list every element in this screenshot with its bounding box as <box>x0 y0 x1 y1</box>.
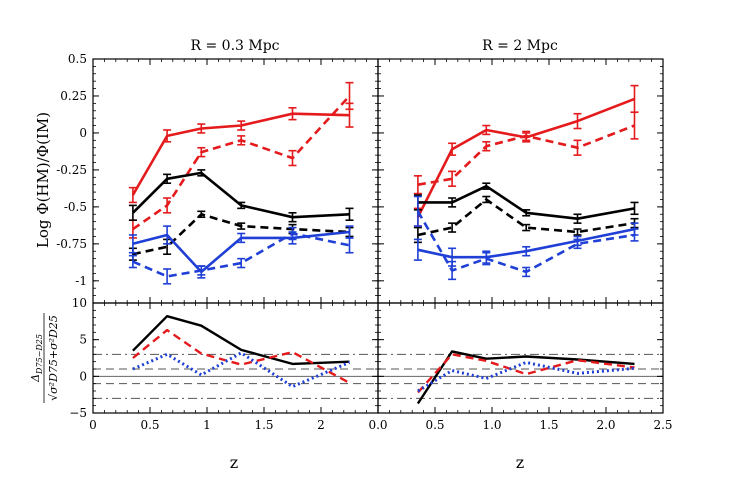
bottom-y-tick-label: 0 <box>79 369 87 383</box>
top-y-axis-label: Log Φ(HM)/Φ(IM) <box>34 112 52 248</box>
series-line-2 <box>132 95 351 231</box>
x-axis-label-left: z <box>230 453 238 472</box>
significance-line-2 <box>417 353 635 394</box>
series-line-5 <box>417 227 635 259</box>
bottom-ylabel-numerator: ΔD75−D25 <box>29 334 44 383</box>
bottom-ylabel-denominator: √σ²D75+σ²D25 <box>47 315 60 401</box>
x-tick-label-panel-1: 1.5 <box>254 418 273 432</box>
x-tick-label-panel-2: 2.0 <box>596 418 615 432</box>
x-tick-label-panel-1: 1 <box>203 418 211 432</box>
top-panel-frame-2 <box>377 58 664 304</box>
panel-title-right: R = 2 Mpc <box>482 38 558 54</box>
top-panel-frame-1 <box>92 58 379 304</box>
significance-line-3 <box>417 360 635 393</box>
top-y-tick-label: -0.75 <box>56 237 87 251</box>
series-line-5 <box>132 230 350 274</box>
x-tick-label-panel-2: 1.0 <box>482 418 501 432</box>
x-tick-label-panel-1: 2 <box>317 418 325 432</box>
x-tick-label-panel-2: 0.5 <box>425 418 444 432</box>
series-line-3 <box>131 171 350 219</box>
x-tick-label-panel-1: 0 <box>89 418 97 432</box>
series-line-4 <box>132 213 350 256</box>
top-y-tick-label: 0.5 <box>68 52 87 66</box>
x-tick-label-panel-2: 2.5 <box>653 418 672 432</box>
x-tick-label-panel-1: 0.5 <box>140 418 159 432</box>
series-line-4 <box>417 198 635 237</box>
significance-line-1 <box>416 350 635 405</box>
top-y-tick-label: -0.25 <box>56 163 87 177</box>
x-axis-label-right: z <box>516 453 524 472</box>
series-line-2 <box>417 124 635 186</box>
bottom-y-tick-label: 5 <box>79 333 87 347</box>
plot-layer <box>93 81 663 405</box>
series-line-6 <box>132 232 350 278</box>
series-line-1 <box>131 112 350 196</box>
bottom-panel-1-series <box>132 315 351 389</box>
top-y-tick-label: 0 <box>79 126 87 140</box>
series-line-3 <box>417 184 635 220</box>
series-line-6 <box>416 210 635 274</box>
top-panel-1-series <box>128 81 354 285</box>
series-line-1 <box>416 97 635 218</box>
bottom-panel-2-series <box>416 350 635 405</box>
bottom-panel-frame-2 <box>377 302 664 414</box>
bottom-y-tick-label: 10 <box>72 296 87 310</box>
significance-line-1 <box>132 315 350 366</box>
top-y-tick-label: -0.5 <box>64 200 87 214</box>
bottom-reference-lines-panel-2 <box>378 353 663 399</box>
bottom-y-tick-label: −5 <box>69 406 87 420</box>
panel-title-left: R = 0.3 Mpc <box>190 38 279 54</box>
top-panel-2-series <box>413 84 639 281</box>
top-y-tick-label: 0.25 <box>60 89 87 103</box>
bottom-panel-frame-1 <box>92 302 379 414</box>
significance-line-3 <box>132 351 351 389</box>
significance-line-2 <box>132 328 351 384</box>
top-y-tick-label: -1 <box>75 274 87 288</box>
bottom-y-axis-label: ΔD75−D25 √σ²D75+σ²D25 <box>29 313 60 403</box>
x-tick-label-panel-2: 0.0 <box>368 418 387 432</box>
x-tick-label-panel-2: 1.5 <box>539 418 558 432</box>
